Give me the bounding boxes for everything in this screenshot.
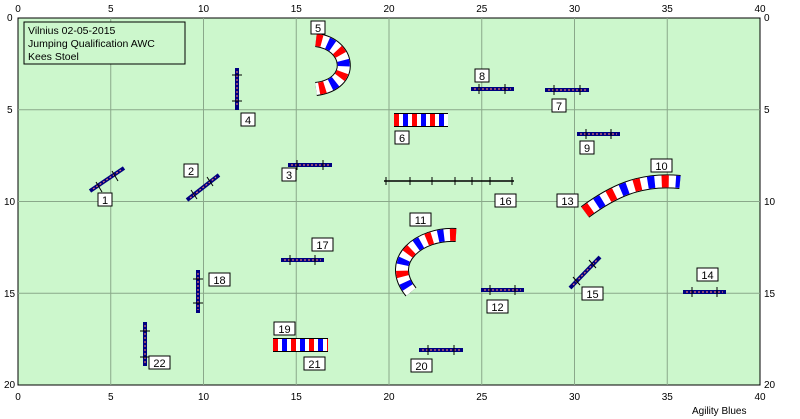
obstacle-label-20: 20	[410, 358, 433, 373]
obstacle-number: 8	[479, 71, 485, 83]
course-venue-date: Vilnius 02-05-2015	[28, 25, 116, 37]
x-tick-top-30: 30	[569, 4, 581, 15]
jump-9	[577, 129, 620, 139]
obstacle-label-8: 8	[474, 68, 490, 83]
obstacle-number: 21	[308, 359, 320, 371]
obstacle-label-18: 18	[208, 272, 231, 287]
obstacle-label-16: 16	[494, 193, 517, 208]
y-tick-right-0: 0	[764, 13, 770, 24]
x-tick-bottom-15: 15	[291, 392, 303, 403]
jump-1	[88, 166, 126, 193]
obstacle-number: 10	[655, 161, 667, 173]
y-tick-left-20: 20	[4, 380, 16, 391]
y-tick-left-10: 10	[4, 197, 16, 208]
x-tick-top-0: 0	[15, 4, 21, 15]
tunnel-11	[395, 227, 457, 297]
jump-4	[232, 68, 242, 110]
obstacle-label-17: 17	[311, 237, 334, 252]
tunnel-10-13	[580, 174, 681, 218]
obstacle-number: 11	[415, 215, 426, 227]
obstacle-number: 14	[701, 270, 713, 282]
tunnel-5	[314, 33, 351, 96]
y-tick-left-0: 0	[7, 13, 13, 24]
x-tick-bottom-20: 20	[383, 392, 395, 403]
x-tick-bottom-25: 25	[476, 392, 488, 403]
obstacle-number: 22	[153, 358, 165, 370]
course-judge: Kees Stoel	[28, 51, 79, 63]
obstacle-label-11: 11	[409, 212, 432, 227]
obstacle-label-5: 5	[310, 20, 326, 35]
obstacle-number: 15	[586, 289, 598, 301]
course-class: Jumping Qualification AWC	[28, 38, 155, 50]
y-tick-left-15: 15	[4, 289, 16, 300]
jump-22	[140, 322, 150, 366]
obstacle-number: 20	[415, 361, 427, 373]
obstacle-number: 3	[286, 170, 292, 182]
obstacle-label-14: 14	[696, 267, 719, 282]
x-tick-top-40: 40	[754, 4, 766, 15]
x-tick-top-15: 15	[291, 4, 303, 15]
x-tick-bottom-5: 5	[108, 392, 114, 403]
x-tick-bottom-35: 35	[662, 392, 674, 403]
obstacle-number: 13	[561, 196, 573, 208]
obstacle-label-9: 9	[579, 140, 595, 155]
long-jump-16	[384, 177, 514, 185]
course-info-box: Vilnius 02-05-2015 Jumping Qualification…	[23, 21, 186, 65]
y-tick-left-5: 5	[7, 105, 13, 116]
x-tick-top-10: 10	[198, 4, 210, 15]
jump-20	[419, 345, 463, 355]
obstacle-label-15: 15	[581, 286, 604, 301]
obstacle-number: 17	[316, 240, 328, 252]
obstacle-label-12: 12	[486, 299, 509, 314]
x-tick-bottom-0: 0	[15, 392, 21, 403]
y-tick-right-5: 5	[764, 105, 770, 116]
obstacle-number: 12	[491, 302, 503, 314]
obstacle-number: 19	[278, 324, 290, 336]
obstacle-label-4: 4	[240, 112, 256, 127]
obstacle-number: 6	[399, 133, 405, 145]
x-tick-bottom-30: 30	[569, 392, 581, 403]
obstacle-label-10: 10	[650, 158, 673, 173]
jump-7	[545, 85, 589, 95]
y-tick-right-15: 15	[764, 289, 776, 300]
obstacle-label-21: 21	[303, 356, 326, 371]
x-tick-top-20: 20	[383, 4, 395, 15]
obstacle-label-19: 19	[273, 321, 296, 336]
obstacle-label-3: 3	[281, 167, 297, 182]
jump-14	[683, 287, 726, 297]
x-tick-top-5: 5	[108, 4, 114, 15]
obstacle-label-13: 13	[556, 193, 579, 208]
credit-text: Agility Blues	[692, 406, 746, 417]
obstacle-label-2: 2	[183, 163, 199, 178]
obstacle-number: 1	[102, 195, 108, 207]
y-tick-right-10: 10	[764, 197, 776, 208]
jump-8	[471, 84, 514, 94]
obstacle-number: 18	[213, 275, 225, 287]
obstacle-number: 9	[584, 143, 590, 155]
x-tick-top-35: 35	[662, 4, 674, 15]
jump-15	[568, 255, 602, 290]
obstacle-number: 16	[499, 196, 511, 208]
jump-2	[185, 173, 221, 202]
x-tick-top-25: 25	[476, 4, 488, 15]
jump-3	[288, 160, 332, 170]
jump-17	[281, 255, 324, 265]
obstacle-number: 4	[245, 115, 251, 127]
obstacle-label-7: 7	[551, 98, 567, 113]
obstacle-label-22: 22	[148, 355, 171, 370]
y-tick-right-20: 20	[764, 380, 776, 391]
obstacle-number: 2	[188, 166, 194, 178]
course-grid	[18, 18, 760, 385]
jump-18	[193, 270, 203, 313]
obstacle-label-6: 6	[394, 130, 410, 145]
jump-12	[481, 285, 524, 295]
obstacle-number: 7	[556, 101, 562, 113]
obstacle-label-1: 1	[97, 192, 113, 207]
x-tick-bottom-10: 10	[198, 392, 210, 403]
x-tick-bottom-40: 40	[754, 392, 766, 403]
obstacle-number: 5	[315, 23, 321, 35]
